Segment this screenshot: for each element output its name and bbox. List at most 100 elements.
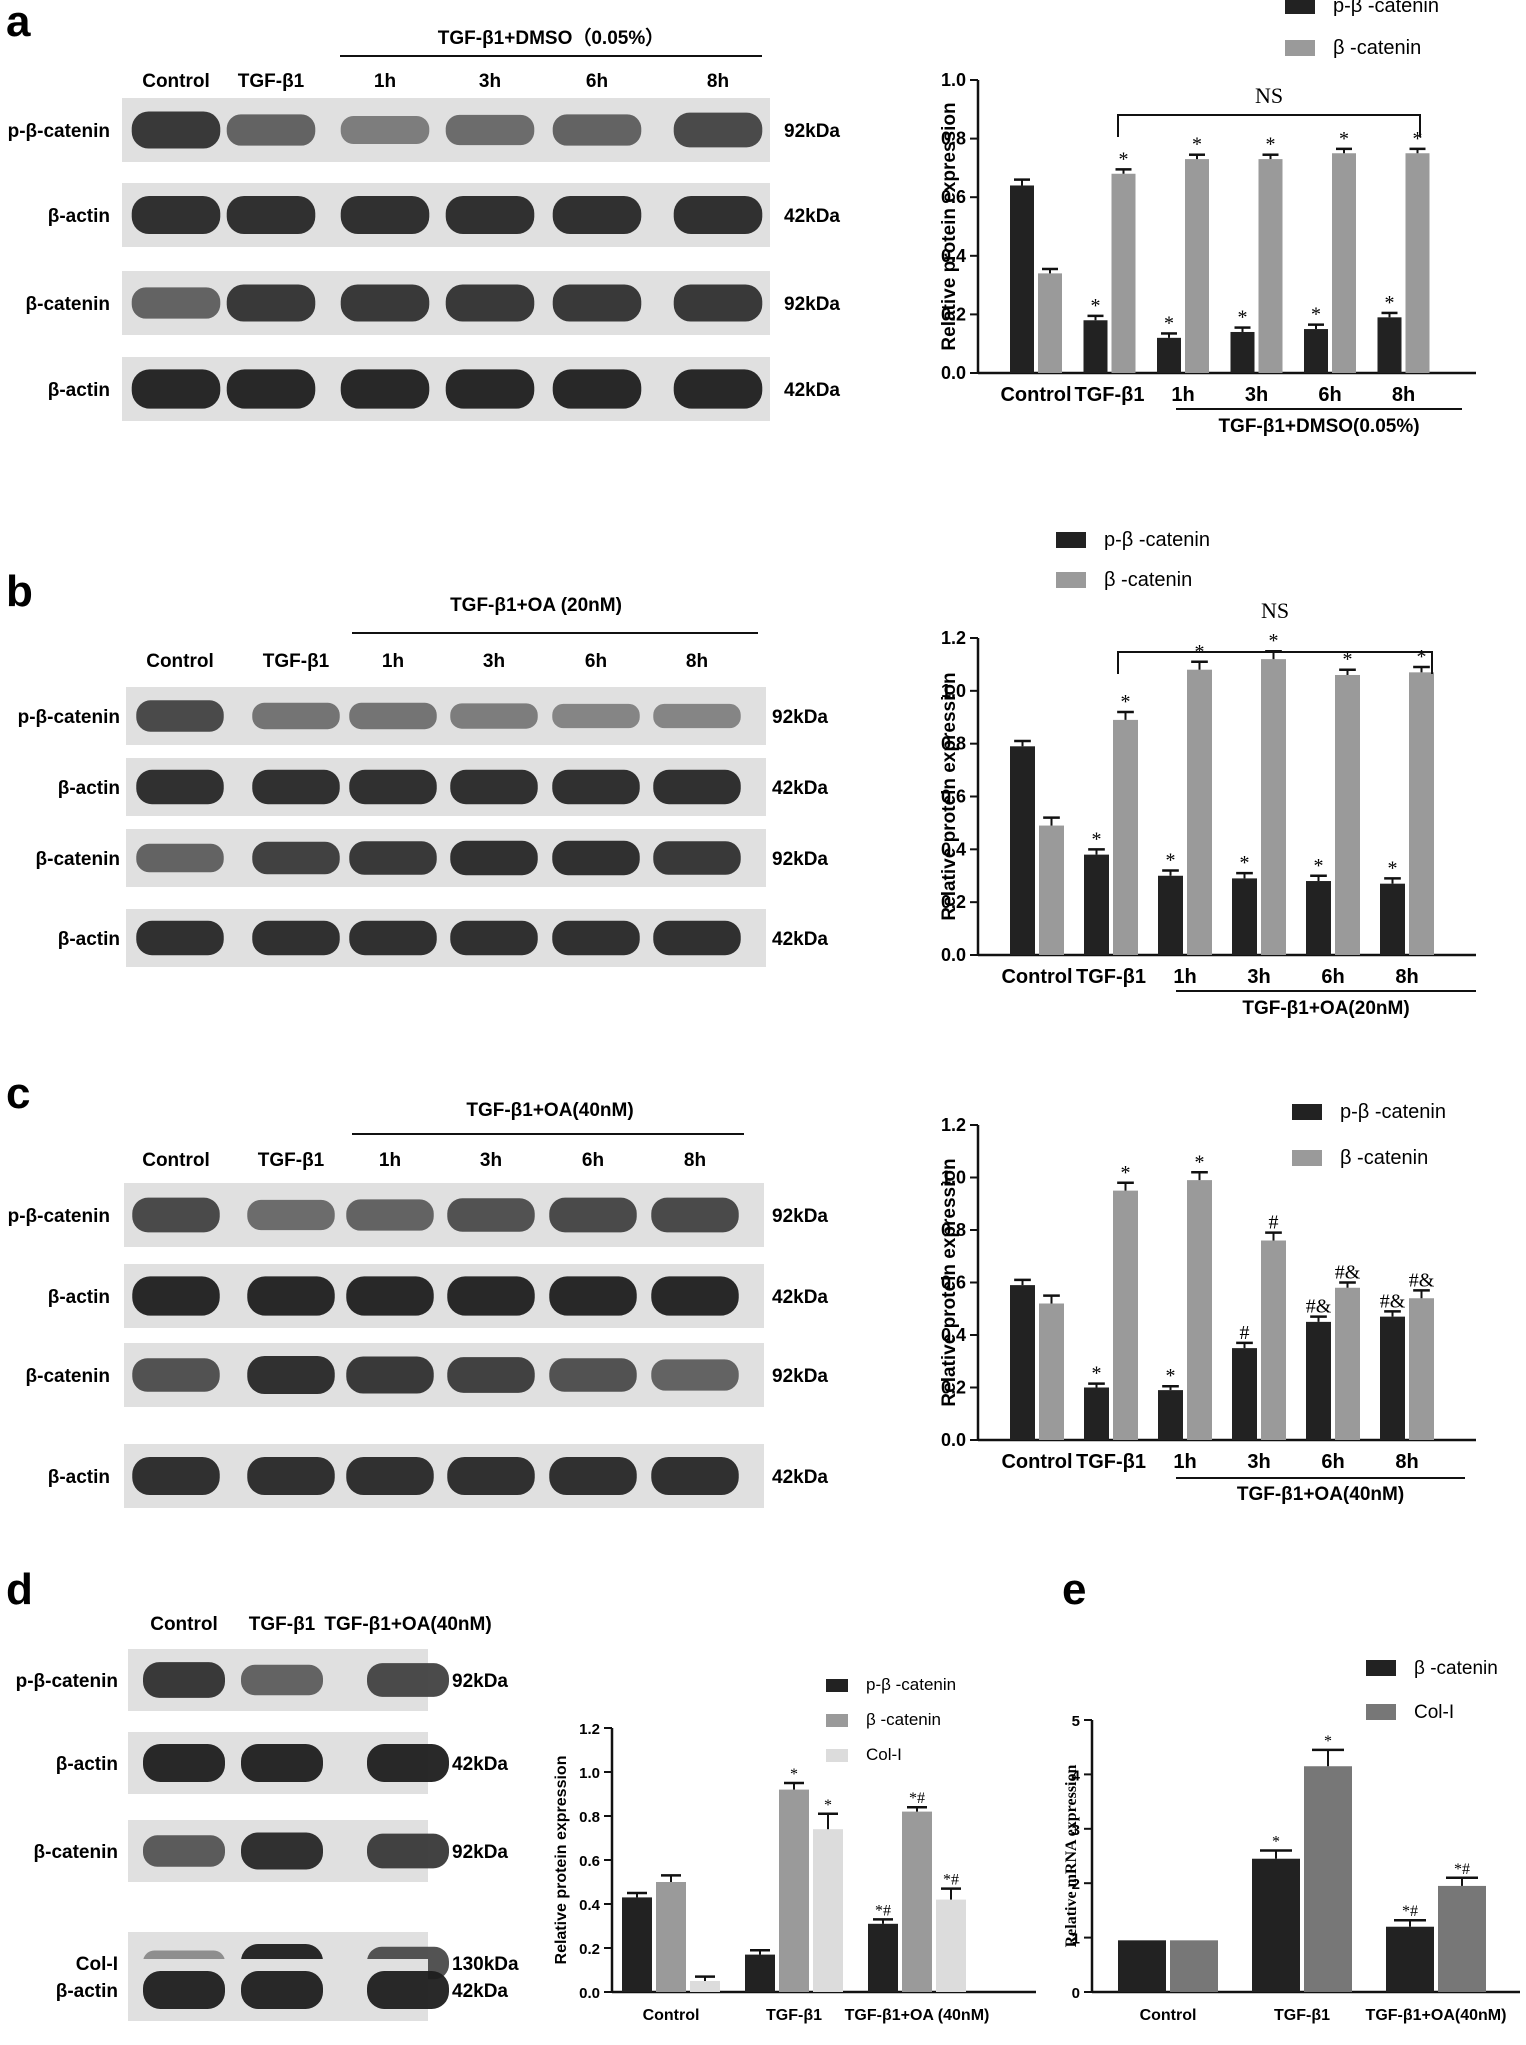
y-tick-label: 0.8 — [941, 129, 966, 149]
bar — [868, 1923, 898, 1992]
significance-mark: * — [1343, 649, 1353, 671]
bar — [1335, 674, 1360, 955]
blot-band — [445, 369, 535, 409]
significance-mark: *# — [875, 1902, 891, 1919]
blot-band — [552, 703, 640, 729]
blot-band — [346, 1276, 434, 1316]
group-label: TGF-β1+OA(40nM) — [1237, 1484, 1404, 1505]
significance-mark: * — [1092, 828, 1102, 850]
blot-row: β-catenin 92kDa — [26, 1343, 828, 1407]
blot-panel-d: Control TGF-β1 TGF-β1+OA(40nM) p-β-catenin 9… — [16, 1614, 519, 2021]
ns-label: NS — [1255, 83, 1283, 108]
blot-band — [346, 1356, 434, 1394]
y-tick-label: 3 — [1072, 1822, 1080, 1839]
y-tick-label: 0.6 — [941, 187, 966, 207]
y-tick-label: 0.8 — [579, 1809, 600, 1826]
lane-label: 1h — [382, 651, 404, 672]
blot-band — [252, 702, 340, 730]
blot-band — [132, 1276, 220, 1316]
lane-label: Control — [142, 1150, 210, 1171]
blot-band — [132, 1456, 220, 1496]
bar — [1409, 672, 1434, 955]
legend-label: p-β -catenin — [1333, 0, 1439, 17]
bar — [1386, 1926, 1434, 1992]
blot-row-kda: 92kDa — [772, 707, 828, 728]
blot-row-label: β-catenin — [26, 294, 110, 315]
blot-row-label: Col-I — [76, 1954, 118, 1975]
blot-panel-a: Control TGF-β1 1h 3h 6h 8h TGF-β1+DMSO（0.05%） p… — [8, 26, 840, 421]
significance-mark: * — [1166, 849, 1176, 871]
significance-mark: * — [1314, 855, 1324, 877]
bar — [1380, 883, 1405, 955]
bar — [1038, 273, 1062, 373]
bar — [1111, 173, 1136, 373]
blot-band — [247, 1199, 335, 1231]
blot-row-label: p-β-catenin — [8, 1206, 110, 1227]
significance-mark: * — [1195, 1151, 1205, 1173]
bar — [1185, 159, 1209, 373]
y-tick-label: 0.2 — [941, 892, 966, 912]
blot-panel-b: Control TGF-β1 1h 3h 6h 8h TGF-β1+OA (20nM) p-β… — [18, 595, 828, 967]
lane-label: 6h — [585, 651, 607, 672]
bar — [622, 1897, 652, 1992]
legend-swatch — [826, 1749, 848, 1762]
significance-mark: * — [1269, 630, 1279, 652]
blot-band — [340, 284, 430, 322]
lane-label: TGF-β1+OA(40nM) — [324, 1614, 491, 1635]
significance-mark: * — [1324, 1733, 1332, 1750]
significance-mark: * — [1272, 1834, 1280, 1851]
blot-row: β-actin 42kDa — [48, 1444, 828, 1508]
group-label: TGF-β1+DMSO(0.05%) — [1218, 416, 1419, 437]
blot-band — [552, 369, 642, 409]
y-axis-label: Relative protein expression — [553, 1756, 570, 1965]
blot-band — [549, 1276, 637, 1316]
bar — [1230, 331, 1255, 373]
lane-label: 3h — [480, 1150, 502, 1171]
ns-bracket — [1117, 114, 1421, 137]
x-tick-label: Control — [1000, 384, 1071, 406]
y-tick-label: 0.6 — [941, 787, 966, 807]
panel-letter-d: d — [6, 1565, 33, 1614]
bar — [1039, 825, 1064, 955]
bar — [1187, 1180, 1212, 1440]
blot-band — [367, 1663, 449, 1697]
significance-mark: #& — [1335, 1262, 1361, 1284]
blot-band — [340, 195, 430, 235]
bar — [1304, 329, 1328, 373]
blot-band — [252, 769, 340, 805]
significance-mark: * — [1164, 312, 1174, 334]
blot-row: β-actin 42kDa — [48, 183, 840, 247]
blot-band — [143, 1971, 225, 2009]
lane-group-label: TGF-β1+OA (20nM) — [450, 595, 622, 616]
significance-mark: * — [1339, 128, 1349, 150]
significance-mark: * — [1388, 857, 1398, 879]
significance-mark: *# — [909, 1790, 925, 1807]
legend: β -catenin Col-I — [1366, 1658, 1498, 1723]
legend-swatch — [1366, 1704, 1396, 1720]
legend-label: β -catenin — [866, 1710, 941, 1729]
x-tick-label: Control — [1001, 966, 1072, 988]
y-tick-label: 1.2 — [941, 628, 966, 648]
blot-row-label: β-catenin — [36, 849, 120, 870]
blot-band — [552, 769, 640, 805]
lane-label: 6h — [586, 71, 608, 92]
western-blot-panels: Control TGF-β1 1h 3h 6h 8h TGF-β1+DMSO（0.05%） p… — [8, 26, 840, 2021]
legend-swatch — [1056, 532, 1086, 548]
significance-mark: * — [1192, 134, 1202, 156]
lane-group-label: TGF-β1+DMSO（0.05%） — [438, 26, 664, 49]
blot-row-kda: 42kDa — [784, 380, 840, 401]
x-tick-label: 8h — [1395, 966, 1418, 988]
blot-band — [552, 920, 640, 956]
y-axis-label: Relative protein expression — [939, 672, 960, 920]
y-tick-label: 0.6 — [941, 1273, 966, 1293]
blot-row-kda: 92kDa — [772, 849, 828, 870]
bar — [902, 1811, 932, 1992]
x-tick-label: 6h — [1321, 966, 1344, 988]
blot-band — [132, 1358, 220, 1392]
bar — [1409, 1298, 1434, 1440]
blot-band — [552, 840, 640, 876]
y-tick-label: 1.0 — [941, 1168, 966, 1188]
y-tick-label: 1.0 — [941, 681, 966, 701]
blot-row-label: β-catenin — [34, 1842, 118, 1863]
blot-band — [447, 1198, 535, 1232]
